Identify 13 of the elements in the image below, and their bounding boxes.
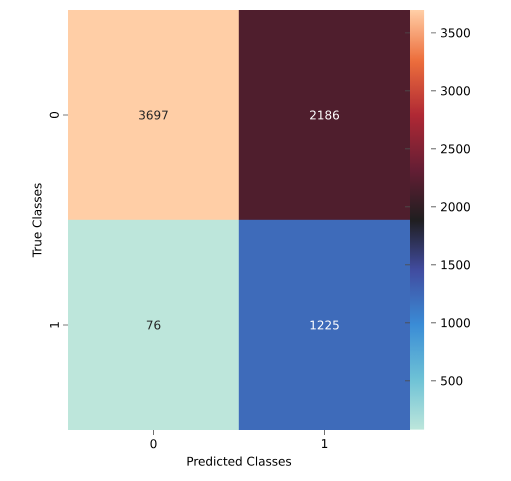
color-bar-label: 1000: [442, 318, 470, 328]
data-label: 2186: [310, 110, 340, 120]
y-axis-title: True Classes: [32, 183, 42, 258]
color-bar-label: 1500: [442, 260, 470, 270]
data-label: 1225: [310, 320, 339, 330]
color-bar-label: 2500: [441, 144, 470, 154]
data-label: 76: [146, 320, 160, 330]
data-label: 3697: [139, 110, 168, 120]
color-bar-label: 500: [441, 376, 462, 386]
x-axis-title: Predicted Classes: [188, 456, 292, 466]
color-bar-label: 3000: [441, 86, 470, 96]
color-bar-label: 2000: [441, 202, 470, 212]
color-bar-label: 3500: [441, 28, 470, 38]
